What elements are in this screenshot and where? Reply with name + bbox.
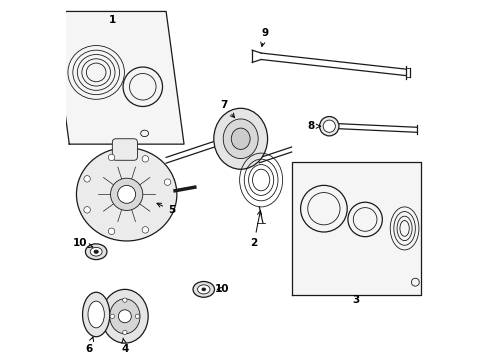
Text: 7: 7 bbox=[220, 100, 235, 118]
Ellipse shape bbox=[94, 250, 98, 253]
Polygon shape bbox=[292, 162, 421, 295]
Text: 10: 10 bbox=[73, 238, 93, 248]
Circle shape bbox=[164, 179, 171, 185]
Ellipse shape bbox=[82, 292, 110, 337]
Ellipse shape bbox=[101, 289, 148, 343]
Circle shape bbox=[122, 330, 127, 334]
Circle shape bbox=[118, 185, 136, 203]
Circle shape bbox=[319, 117, 339, 136]
Text: 9: 9 bbox=[261, 28, 269, 46]
Circle shape bbox=[110, 314, 115, 319]
Ellipse shape bbox=[76, 148, 177, 241]
Ellipse shape bbox=[110, 299, 140, 334]
Text: 1: 1 bbox=[109, 15, 116, 26]
Text: 10: 10 bbox=[215, 284, 229, 294]
Ellipse shape bbox=[197, 285, 210, 294]
Circle shape bbox=[122, 298, 127, 302]
Text: 6: 6 bbox=[85, 337, 94, 354]
Text: 8: 8 bbox=[308, 121, 320, 131]
Text: 3: 3 bbox=[352, 295, 360, 305]
Circle shape bbox=[135, 314, 140, 319]
Ellipse shape bbox=[193, 282, 215, 297]
FancyBboxPatch shape bbox=[112, 139, 137, 160]
Circle shape bbox=[323, 120, 335, 132]
Ellipse shape bbox=[202, 288, 205, 291]
Circle shape bbox=[111, 178, 143, 211]
Circle shape bbox=[84, 176, 90, 182]
Circle shape bbox=[142, 156, 148, 162]
Ellipse shape bbox=[85, 244, 107, 260]
Ellipse shape bbox=[223, 119, 258, 158]
Ellipse shape bbox=[231, 128, 250, 149]
Circle shape bbox=[108, 154, 115, 161]
Circle shape bbox=[84, 207, 90, 213]
Text: 2: 2 bbox=[250, 211, 262, 248]
Polygon shape bbox=[51, 12, 184, 144]
Ellipse shape bbox=[214, 108, 268, 169]
Ellipse shape bbox=[90, 247, 102, 256]
Circle shape bbox=[119, 310, 131, 323]
Circle shape bbox=[142, 227, 148, 233]
Text: 5: 5 bbox=[157, 203, 175, 216]
Circle shape bbox=[108, 228, 115, 234]
Text: 4: 4 bbox=[121, 338, 128, 354]
Ellipse shape bbox=[88, 301, 104, 328]
